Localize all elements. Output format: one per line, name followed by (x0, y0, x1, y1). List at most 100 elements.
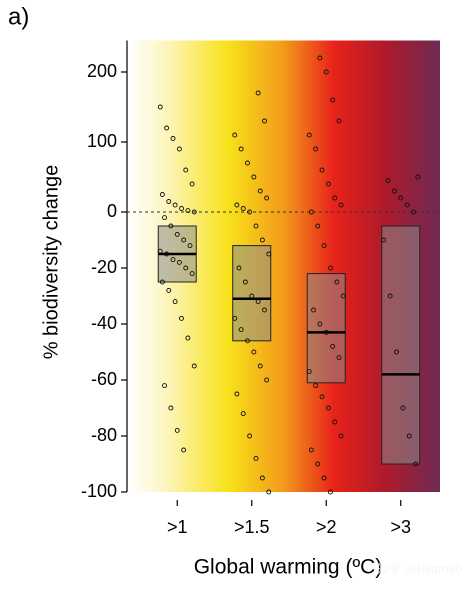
data-point (179, 206, 184, 211)
data-point (315, 461, 321, 467)
data-point (385, 178, 391, 183)
data-point (240, 411, 246, 417)
data-point (240, 206, 246, 211)
box (381, 225, 421, 465)
data-point (415, 174, 421, 180)
data-point (253, 223, 259, 229)
data-point (166, 287, 172, 293)
data-point (185, 208, 191, 214)
y-tick-label: -20 (91, 257, 117, 277)
data-point (232, 315, 238, 321)
data-point (176, 146, 182, 152)
data-point (413, 461, 419, 467)
data-point (328, 489, 333, 495)
data-point (242, 279, 248, 285)
data-point (266, 251, 272, 257)
data-point (264, 377, 270, 383)
data-point (325, 405, 331, 411)
data-point (259, 237, 265, 243)
data-point (234, 202, 240, 208)
data-point (262, 307, 267, 313)
data-point (398, 195, 404, 201)
data-point (315, 223, 321, 229)
data-point (247, 209, 253, 215)
data-point (174, 427, 180, 433)
data-point (257, 188, 263, 194)
y-tick-label: -40 (91, 313, 117, 333)
data-point (245, 338, 250, 344)
y-tick-label: -100 (81, 481, 117, 501)
data-point (185, 335, 191, 341)
data-point (257, 363, 263, 369)
data-point (325, 181, 331, 187)
data-point (317, 321, 323, 327)
data-point (336, 355, 342, 361)
x-axis-label: Global warming (ºC) (194, 556, 383, 579)
data-point (238, 327, 244, 333)
data-point (172, 299, 178, 305)
data-point (308, 209, 314, 215)
box (232, 245, 272, 342)
data-point (259, 475, 265, 481)
data-point (159, 192, 165, 197)
data-point (174, 231, 180, 237)
data-point (168, 405, 174, 411)
data-point (189, 271, 195, 277)
data-point (262, 118, 267, 124)
data-point (245, 160, 250, 166)
data-point (332, 195, 338, 201)
y-tick-label: -60 (91, 369, 117, 389)
data-point (176, 259, 182, 265)
data-point (157, 104, 163, 110)
data-point (313, 146, 319, 152)
data-point (183, 167, 189, 173)
data-point (232, 132, 238, 138)
data-point (247, 433, 253, 439)
y-tick-label: 0 (107, 201, 117, 221)
data-point (251, 174, 257, 180)
data-point (336, 118, 342, 124)
data-point (332, 419, 338, 425)
data-point (306, 369, 312, 375)
data-point (400, 405, 406, 411)
data-point (319, 394, 325, 400)
data-point (330, 97, 336, 103)
data-point (406, 433, 412, 439)
x-tick-label: >1 (167, 517, 188, 537)
data-point (191, 363, 197, 369)
data-point (411, 209, 416, 215)
box (306, 273, 346, 384)
data-point (311, 307, 316, 313)
data-point (187, 243, 193, 249)
data-point (166, 199, 172, 204)
data-point (170, 136, 176, 141)
data-point (338, 433, 344, 439)
data-point (334, 279, 340, 285)
data-point (391, 188, 397, 194)
watermark: 知乎 @Hydro90 (377, 562, 462, 576)
data-point (328, 265, 333, 271)
data-point (172, 202, 178, 208)
data-point (381, 237, 387, 243)
x-tick-label: >1.5 (234, 517, 270, 537)
data-point (181, 237, 187, 243)
data-point (236, 265, 242, 271)
data-point (253, 455, 259, 461)
data-point (181, 447, 187, 453)
data-point (159, 279, 165, 285)
y-axis-label: % biodiversity change (40, 165, 62, 360)
data-point (238, 146, 244, 152)
data-point (234, 391, 240, 397)
data-point (338, 202, 344, 208)
y-tick-label: 100 (87, 131, 117, 151)
data-point (330, 343, 336, 349)
data-point (189, 181, 195, 187)
x-tick-label: >2 (316, 517, 337, 537)
data-point (387, 293, 393, 299)
data-point (323, 69, 329, 75)
data-point (266, 489, 272, 495)
data-point (317, 55, 323, 61)
data-point (313, 383, 319, 389)
y-tick-label: -80 (91, 425, 117, 445)
